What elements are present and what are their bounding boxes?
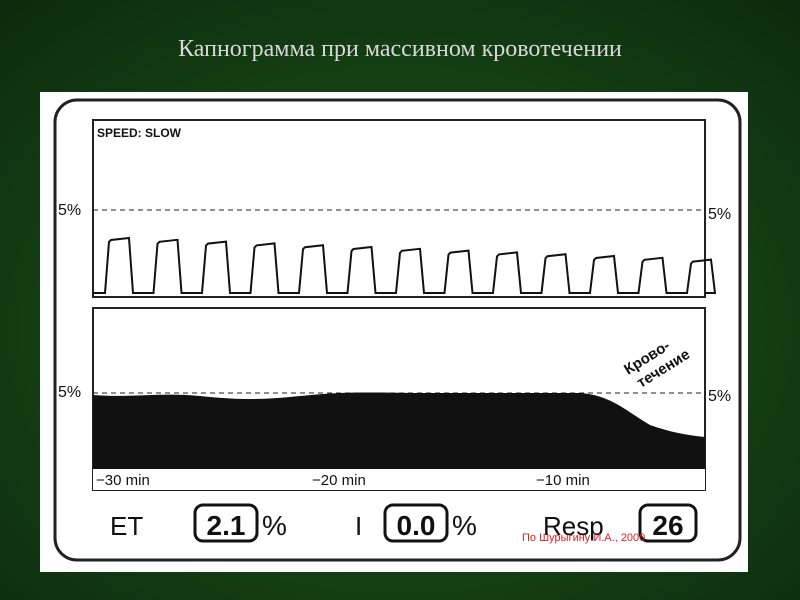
time-label: −20 min (312, 472, 366, 489)
readout-box (193, 503, 259, 543)
panel-label: SPEED: SLOW (97, 126, 182, 140)
readout-label: I (355, 511, 362, 541)
monitor-image (40, 92, 748, 572)
time-label: −30 min (96, 472, 150, 489)
scale-label: 5% (58, 202, 81, 219)
scale-label: 5% (58, 384, 81, 401)
trend-area (93, 392, 705, 490)
readout-value: 0.0 (397, 510, 436, 541)
readout-unit: % (452, 510, 477, 541)
readout-box (638, 503, 698, 543)
time-strip (93, 468, 705, 490)
scale-label: 5% (708, 206, 731, 223)
monitor-frame (53, 98, 742, 562)
readout-box (383, 503, 449, 543)
scale-label: 5% (708, 388, 731, 405)
readout-value: 2.1 (207, 510, 246, 541)
time-label: −10 min (536, 472, 590, 489)
readout-value: 26 (652, 510, 683, 541)
readout-label: Resp (543, 511, 604, 541)
readout-label: ET (110, 511, 143, 541)
waveform (93, 236, 717, 294)
top-panel (92, 119, 706, 298)
source-note: По Шурыгину И.А., 2000 (522, 532, 645, 544)
readout-unit: % (262, 510, 287, 541)
slide-title: Капнограмма при массивном кровотечении (178, 36, 622, 62)
